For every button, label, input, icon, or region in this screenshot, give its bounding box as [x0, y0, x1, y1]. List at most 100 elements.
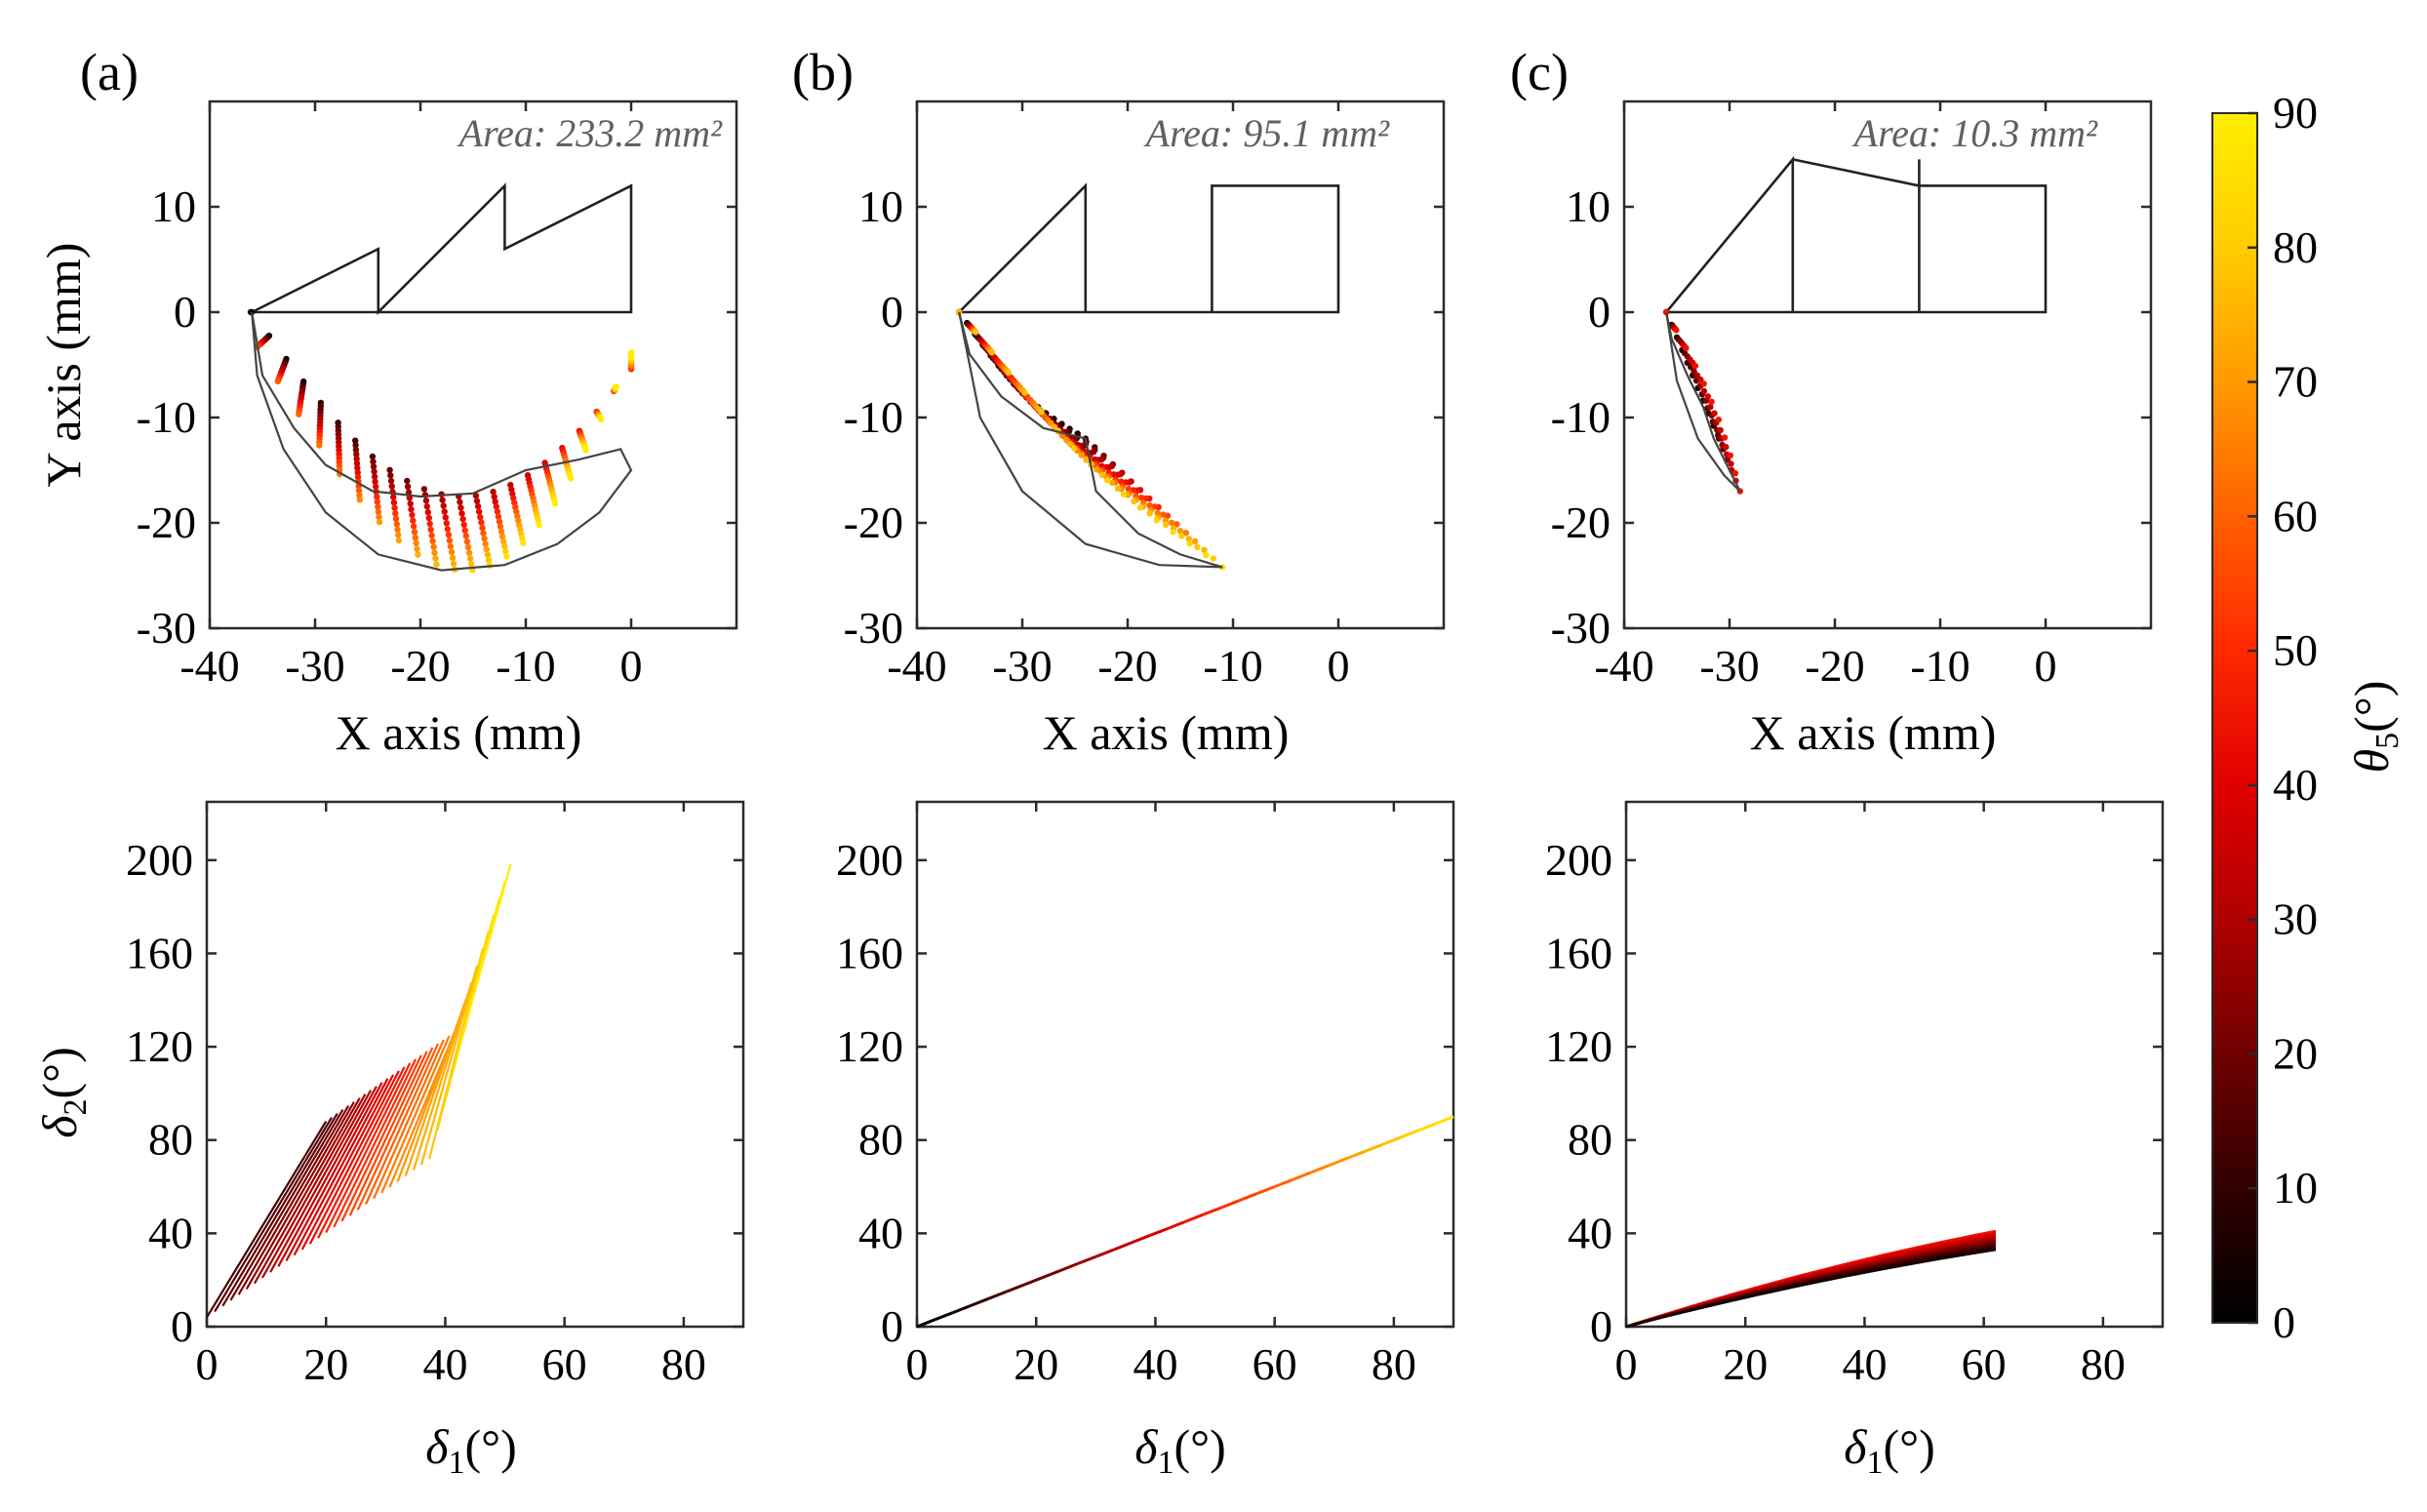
js-a-series-line — [229, 1109, 344, 1301]
ws-b-xtick-label: -40 — [887, 641, 946, 691]
ws-a-point — [462, 533, 469, 539]
ws-b-point — [1071, 445, 1078, 452]
ws-b-point — [1109, 479, 1116, 487]
js-a-series-line — [404, 999, 467, 1176]
js-b-series-line — [1255, 1185, 1276, 1196]
ws-b-point — [1201, 546, 1208, 553]
ws-a-point — [520, 539, 527, 546]
ws-a-linkage — [251, 182, 633, 316]
ws-a-point — [371, 468, 378, 475]
ws-a-point — [352, 442, 359, 449]
ws-c-boundary — [1665, 311, 1741, 493]
ws-a-point — [393, 521, 400, 528]
js-xlabel-b: δ1(°) — [1134, 1419, 1226, 1481]
ws-b-point — [1178, 533, 1185, 539]
js-b-series-line — [1381, 1135, 1401, 1146]
js-b-lines — [916, 1115, 1454, 1329]
js-a-lines — [206, 863, 512, 1318]
ws-a-point — [443, 520, 450, 527]
js-b-ytick-label: 40 — [858, 1208, 903, 1257]
ws-a-point — [388, 483, 395, 490]
ws-c-xtick-label: -40 — [1594, 641, 1653, 691]
ws-a-point — [391, 504, 398, 511]
ws-a-point — [395, 532, 402, 538]
js-a-xtick-label: 80 — [661, 1339, 706, 1389]
ws-b-point — [1083, 457, 1090, 463]
js-a-ytick-label: 80 — [148, 1115, 193, 1165]
js-b-series-line — [1363, 1143, 1383, 1154]
ws-a-point — [582, 447, 589, 454]
js-b-series-line — [970, 1296, 989, 1307]
ws-a-point — [481, 535, 488, 542]
ws-a-point — [425, 514, 432, 522]
ws-b-point — [1120, 491, 1128, 497]
ws-b-ytick-label: -20 — [844, 497, 903, 547]
ws-a-point — [356, 497, 363, 503]
js-a-series-line — [221, 1113, 338, 1307]
ws-c-point — [1727, 452, 1734, 459]
ws-b-point — [1170, 529, 1176, 536]
colorbar-tick-label: 20 — [2273, 1028, 2318, 1078]
ws-a-point — [458, 510, 465, 517]
js-a-series-line — [380, 1035, 451, 1194]
ws-a-point — [413, 539, 419, 547]
ws-a-point — [484, 551, 492, 558]
ws-a-point — [472, 492, 480, 499]
ws-a-ytick-label: 0 — [174, 287, 196, 337]
js-b-series-line — [1167, 1220, 1186, 1230]
ws-b-ytick-label: 0 — [881, 287, 903, 337]
ws-c-point — [1683, 344, 1690, 351]
panel-label-c: (c) — [1510, 43, 1569, 101]
ws-c-points — [1663, 308, 1744, 495]
ws-b-frame — [915, 99, 1446, 630]
ws-a-point — [428, 532, 435, 539]
ws-a-point — [296, 411, 302, 418]
js-ylabel-a: δ2(°) — [32, 1047, 94, 1138]
ws-b-ytick-label: -10 — [844, 392, 903, 442]
ws-a-point — [415, 551, 421, 558]
ws-a-point — [404, 477, 411, 485]
ws-a-point — [466, 555, 474, 562]
ws-b-point — [1094, 466, 1100, 473]
ws-a-point — [373, 483, 379, 491]
ws-a-point — [441, 508, 448, 515]
ws-a-point — [457, 498, 463, 505]
js-a-series-line — [269, 1090, 373, 1273]
js-a-axes: 0 20 40 60 80 0 40 80 120 160 200 — [126, 800, 745, 1389]
ws-a-point — [536, 522, 543, 529]
js-a-series-line — [340, 1054, 422, 1222]
ws-a-point — [390, 499, 398, 506]
js-a-series-line — [467, 863, 512, 1013]
js-a-series-line — [308, 1070, 400, 1245]
ws-a-point — [370, 463, 378, 470]
ws-a-point — [493, 503, 499, 510]
js-b-ytick-label: 200 — [836, 835, 903, 885]
js-b-series-line — [934, 1311, 954, 1322]
ws-a-point — [405, 489, 413, 496]
ws-a-point — [369, 453, 377, 460]
ws-c-xtick-label: -20 — [1805, 641, 1864, 691]
js-a-series-line — [348, 1051, 428, 1216]
ws-b-point — [1176, 528, 1184, 535]
colorbar-label: θ5(°) — [2344, 681, 2406, 774]
ws-b-point — [1146, 501, 1153, 509]
js-c-ytick-label: 40 — [1568, 1208, 1612, 1257]
ws-b-point — [1191, 537, 1199, 545]
js-a-series-line — [261, 1094, 367, 1279]
js-b-series-line — [987, 1290, 1008, 1300]
js-b-series-line — [1399, 1129, 1418, 1139]
js-a-xtick-label: 60 — [542, 1339, 587, 1389]
ws-xlabel-b: X axis (mm) — [1043, 705, 1290, 760]
ws-a-point — [445, 532, 453, 538]
ws-c-point — [1700, 387, 1708, 395]
js-b-ytick-label: 160 — [836, 928, 903, 977]
ws-b-point — [1160, 511, 1167, 518]
ws-c-point — [1728, 460, 1734, 467]
colorbar-tick-label: 10 — [2273, 1163, 2318, 1213]
ws-a-point — [483, 546, 490, 553]
ws-c-ytick-label: -20 — [1551, 497, 1611, 547]
ws-a-point — [448, 548, 456, 556]
colorbar-tick-label: 70 — [2273, 357, 2318, 407]
js-b-series-line — [1023, 1276, 1043, 1287]
